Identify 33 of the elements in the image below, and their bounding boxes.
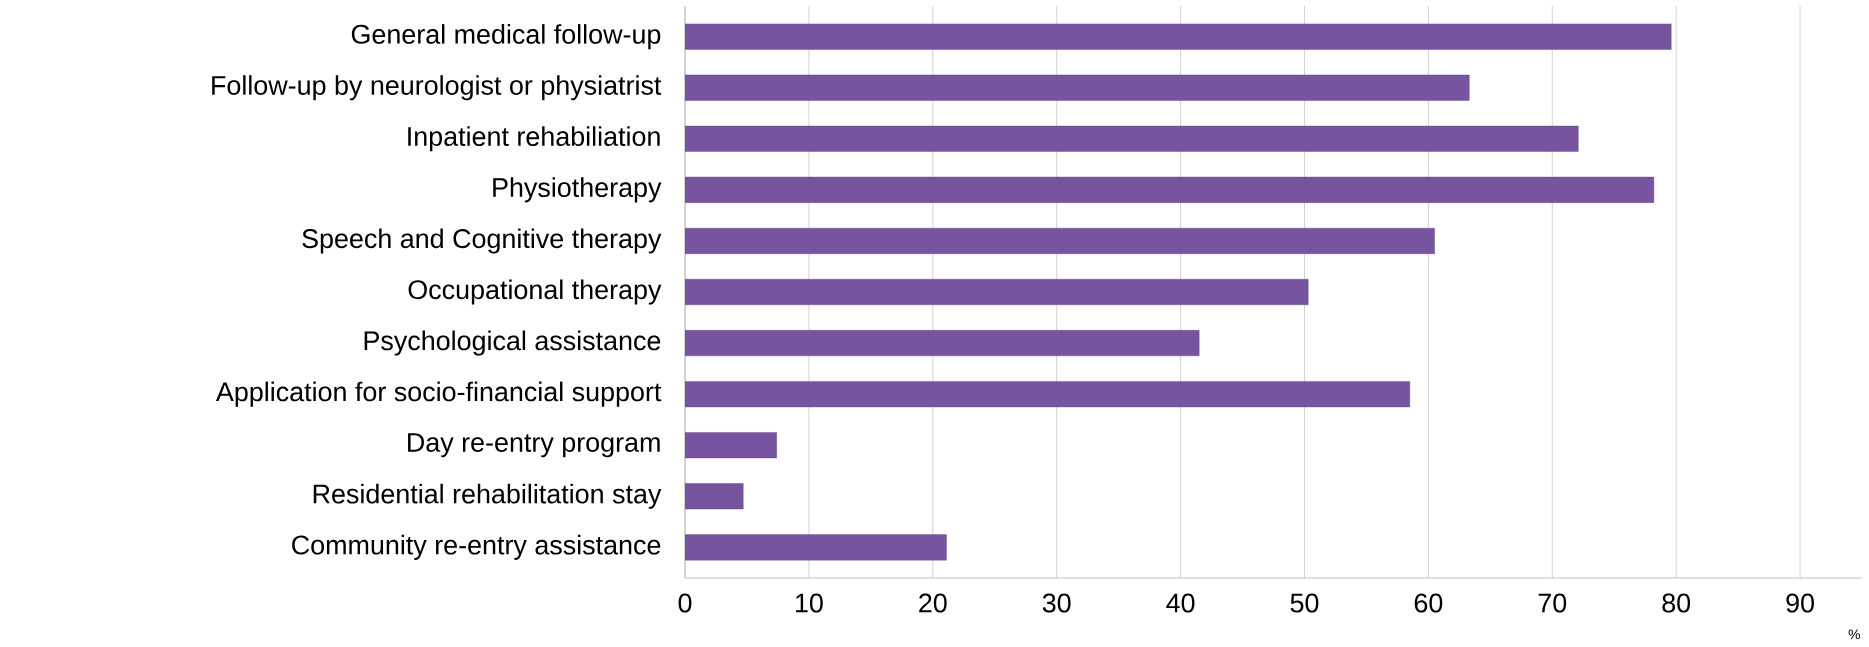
x-tick-label: 20 (919, 593, 947, 613)
bar (685, 23, 1672, 50)
y-tick-label: General medical follow-up (351, 24, 661, 50)
x-tick-label: 0 (678, 593, 692, 613)
x-tick-label: 50 (1290, 593, 1319, 613)
y-tick-label: Physiotherapy (493, 177, 662, 203)
bar (685, 176, 1655, 203)
y-tick-label: Occupational therapy (408, 279, 662, 305)
bar (685, 483, 744, 510)
y-tick-label: Inpatient rehabiliation (408, 126, 660, 152)
bar (685, 432, 777, 459)
y-tick-label: Follow-up by neurologist or physiatrist (212, 75, 662, 101)
x-tick-label: 60 (1414, 593, 1443, 613)
y-tick-label: Application for socio-financial support (215, 381, 662, 407)
x-tick-label: 80 (1662, 593, 1691, 613)
y-tick-label: Speech and Cognitive therapy (302, 228, 662, 254)
x-tick-label: 30 (1042, 593, 1071, 613)
x-tick-label: 70 (1538, 593, 1567, 613)
x-axis-title: % (1848, 629, 1860, 640)
y-tick-label: Psychological assistance (364, 330, 661, 356)
x-tick-label: 90 (1786, 593, 1814, 613)
bar (685, 534, 947, 561)
bar (685, 74, 1470, 101)
x-tick-label: 40 (1166, 593, 1195, 613)
bar (685, 381, 1410, 408)
y-tick-label: Residential rehabilitation stay (313, 483, 662, 509)
bar (685, 227, 1435, 254)
bar (685, 279, 1309, 305)
y-tick-label: Day re-entry program (408, 433, 660, 458)
bar (685, 330, 1200, 357)
x-tick-label: 10 (795, 593, 823, 613)
y-tick-label: Community re-entry assistance (292, 534, 661, 560)
bar (685, 125, 1579, 152)
